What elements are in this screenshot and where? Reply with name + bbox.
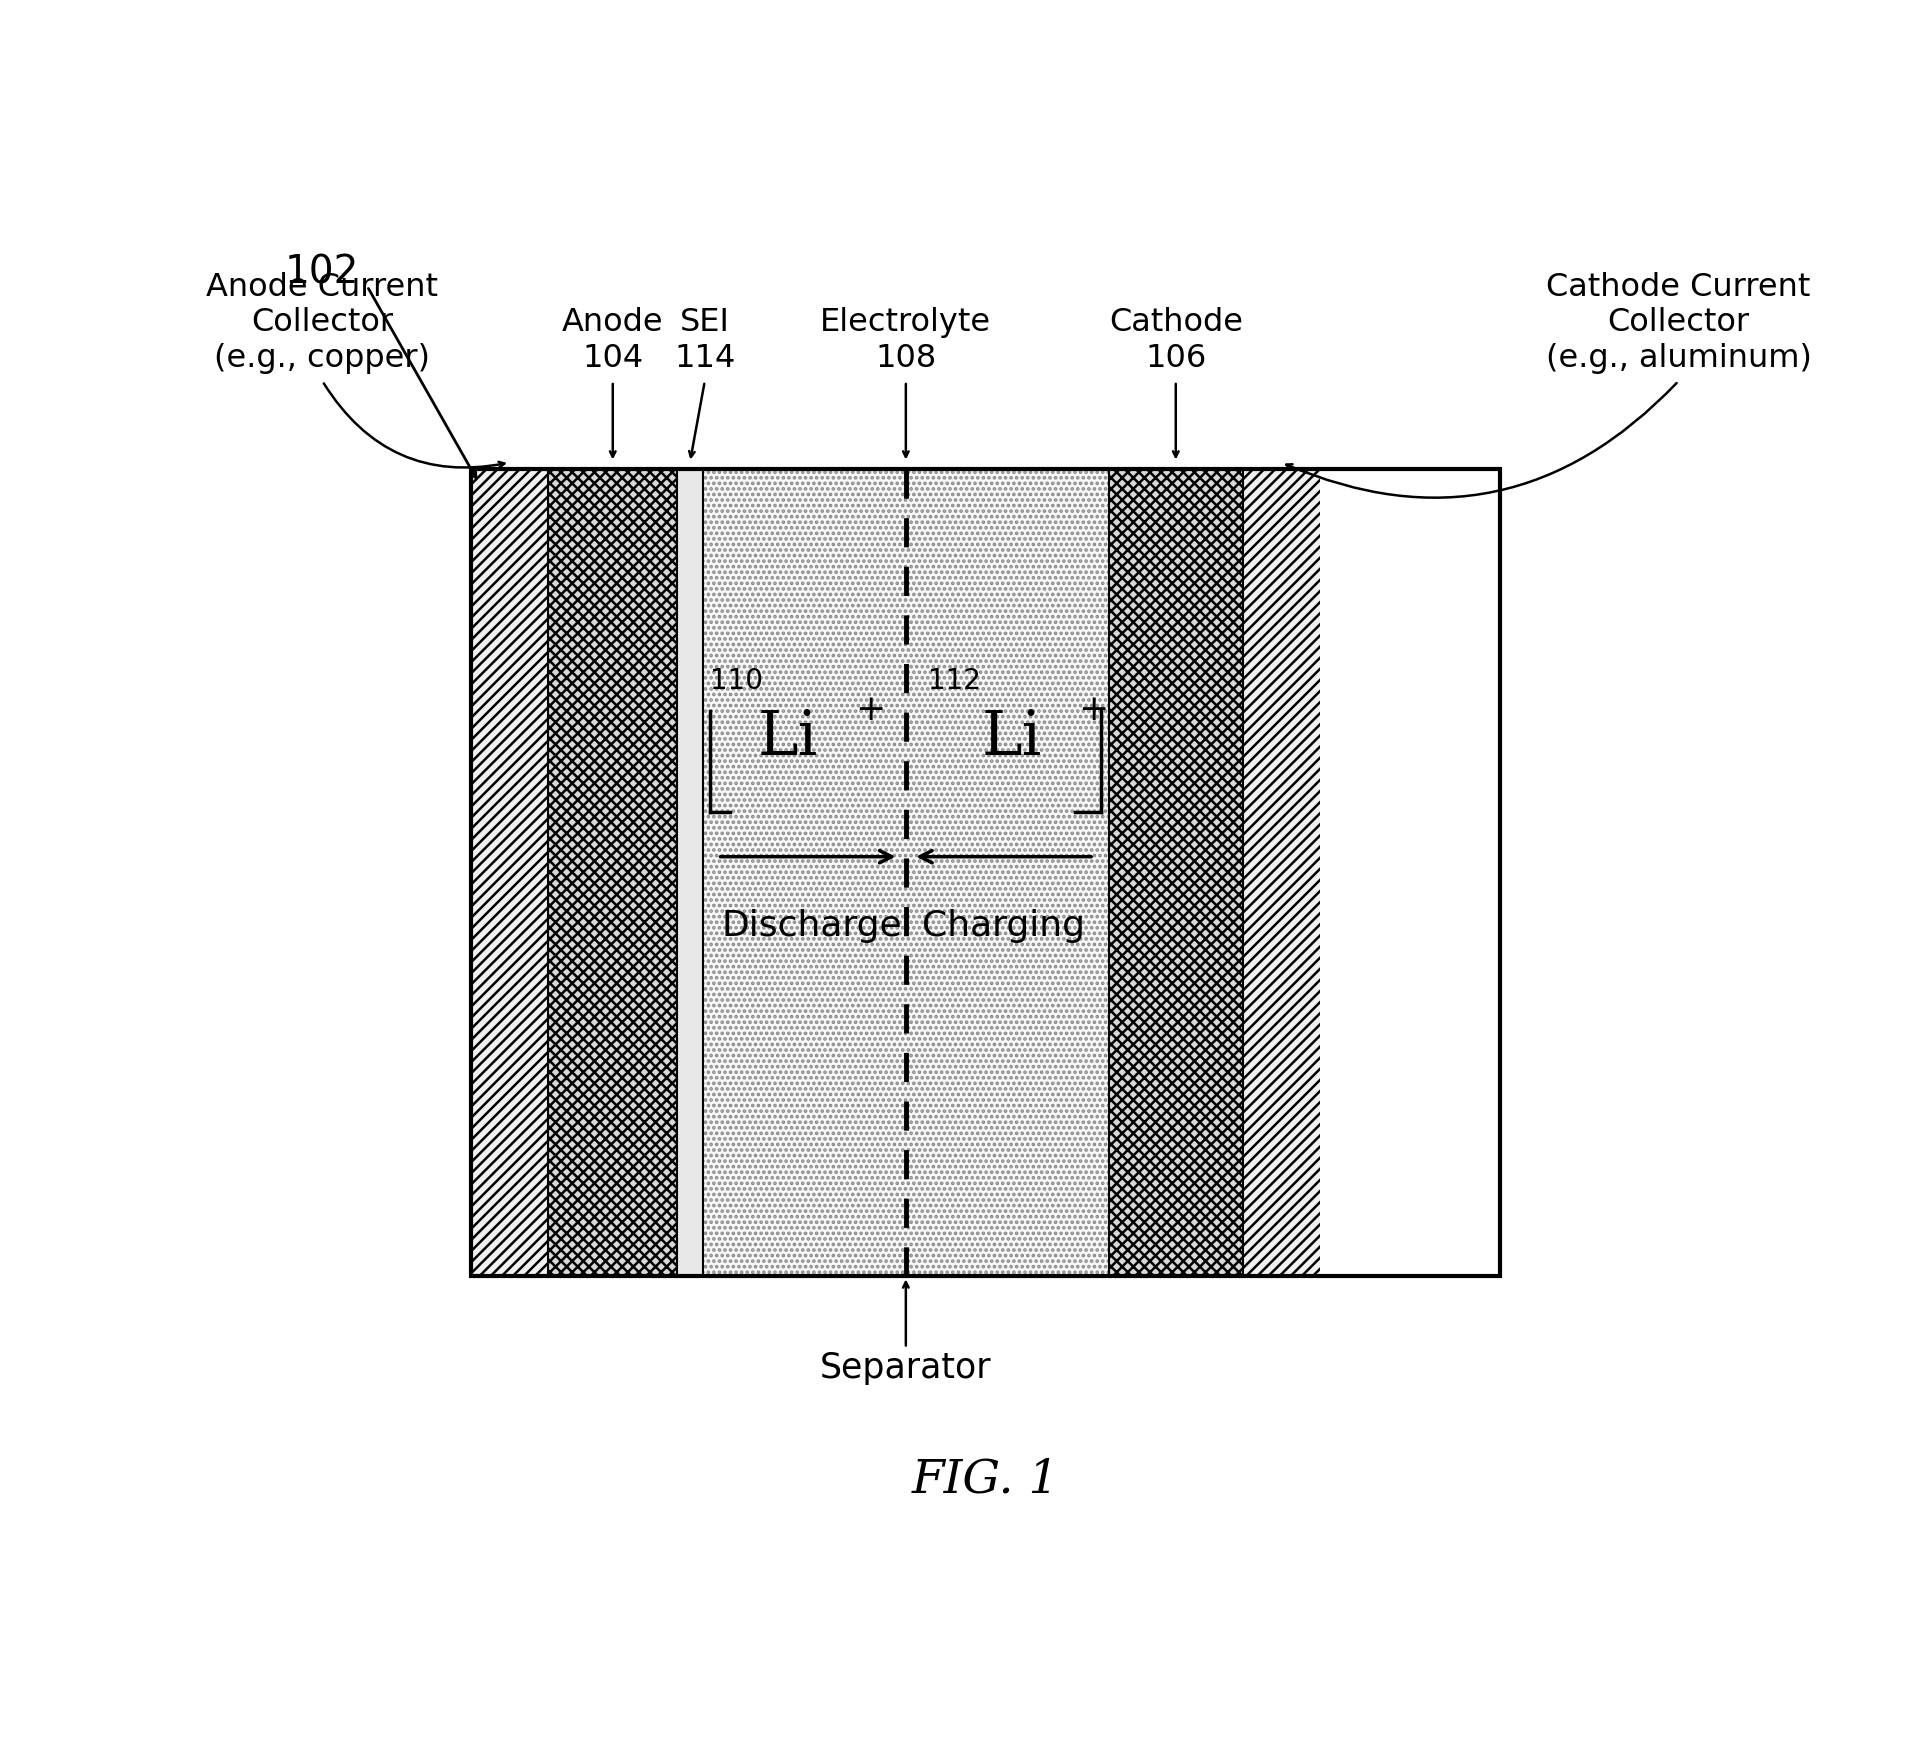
Bar: [471, 469, 1500, 1276]
Text: Charging: Charging: [923, 909, 1085, 943]
Text: Discharge: Discharge: [721, 909, 902, 943]
Text: 112: 112: [929, 668, 981, 696]
Bar: [1110, 469, 1242, 1276]
Text: 102: 102: [285, 254, 360, 291]
Text: +: +: [1079, 692, 1110, 728]
Bar: [1242, 469, 1319, 1276]
Text: Electrolyte
108: Electrolyte 108: [821, 307, 992, 374]
Text: Separator: Separator: [819, 1351, 992, 1385]
Bar: [702, 469, 1110, 1276]
Text: Anode
104: Anode 104: [562, 307, 663, 374]
Text: Li: Li: [981, 708, 1042, 768]
Text: 110: 110: [710, 668, 763, 696]
Text: Cathode
106: Cathode 106: [1110, 307, 1242, 374]
Bar: [677, 469, 702, 1276]
Text: Cathode Current
Collector
(e.g., aluminum): Cathode Current Collector (e.g., aluminu…: [1546, 271, 1811, 374]
Text: FIG. 1: FIG. 1: [912, 1457, 1060, 1503]
Text: +: +: [856, 692, 885, 728]
Bar: [548, 469, 677, 1276]
Text: SEI
114: SEI 114: [675, 307, 735, 374]
Text: Anode Current
Collector
(e.g., copper): Anode Current Collector (e.g., copper): [206, 271, 438, 374]
Text: Li: Li: [758, 708, 817, 768]
Bar: [471, 469, 548, 1276]
